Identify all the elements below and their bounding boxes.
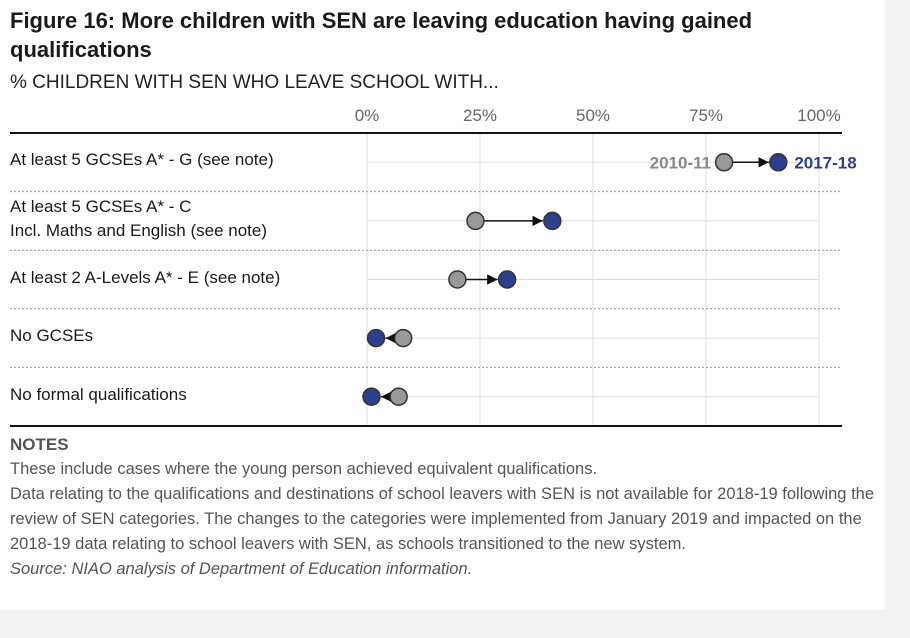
note-line: Data relating to the qualifications and … xyxy=(10,485,875,553)
dot xyxy=(366,328,386,348)
legend-label: 2017-18 xyxy=(794,153,856,172)
legend-label: 2010-11 xyxy=(650,153,711,172)
dot xyxy=(466,211,485,231)
dot xyxy=(543,211,562,231)
category-label: No formal qualifications xyxy=(10,384,187,404)
dot xyxy=(497,270,517,289)
dot xyxy=(448,270,467,289)
chart-subtitle: % CHILDREN WITH SEN WHO LEAVE SCHOOL WIT… xyxy=(10,72,499,93)
x-tick-label: 75% xyxy=(689,106,723,125)
notes: NOTES These include cases where the youn… xyxy=(10,432,880,582)
source: Source: NIAO analysis of Department of E… xyxy=(10,560,473,578)
category-label: At least 2 A-Levels A* - E (see note) xyxy=(10,267,281,287)
x-tick-label: 0% xyxy=(355,106,380,125)
dot xyxy=(393,328,413,348)
note-line: These include cases where the young pers… xyxy=(10,460,598,478)
category-label: At least 5 GCSEs A* - C Incl. Maths and … xyxy=(10,196,268,240)
dot xyxy=(362,387,381,406)
category-label: At least 5 GCSEs A* - G (see note) xyxy=(10,150,274,170)
chart: 0% 25% 50% 75% 100% 2010-11 2017-18 xyxy=(10,106,857,427)
notes-heading: NOTES xyxy=(10,435,69,454)
x-tick-label: 25% xyxy=(463,106,497,125)
dot xyxy=(389,387,408,406)
x-tick-label: 100% xyxy=(797,106,840,125)
chart-title: Figure 16: More children with SEN are le… xyxy=(10,8,753,62)
category-label: No GCSEs xyxy=(10,326,94,346)
page: Figure 16: More children with SEN are le… xyxy=(0,0,885,610)
dot xyxy=(714,153,734,172)
dot xyxy=(769,153,788,172)
x-tick-label: 50% xyxy=(576,106,610,125)
